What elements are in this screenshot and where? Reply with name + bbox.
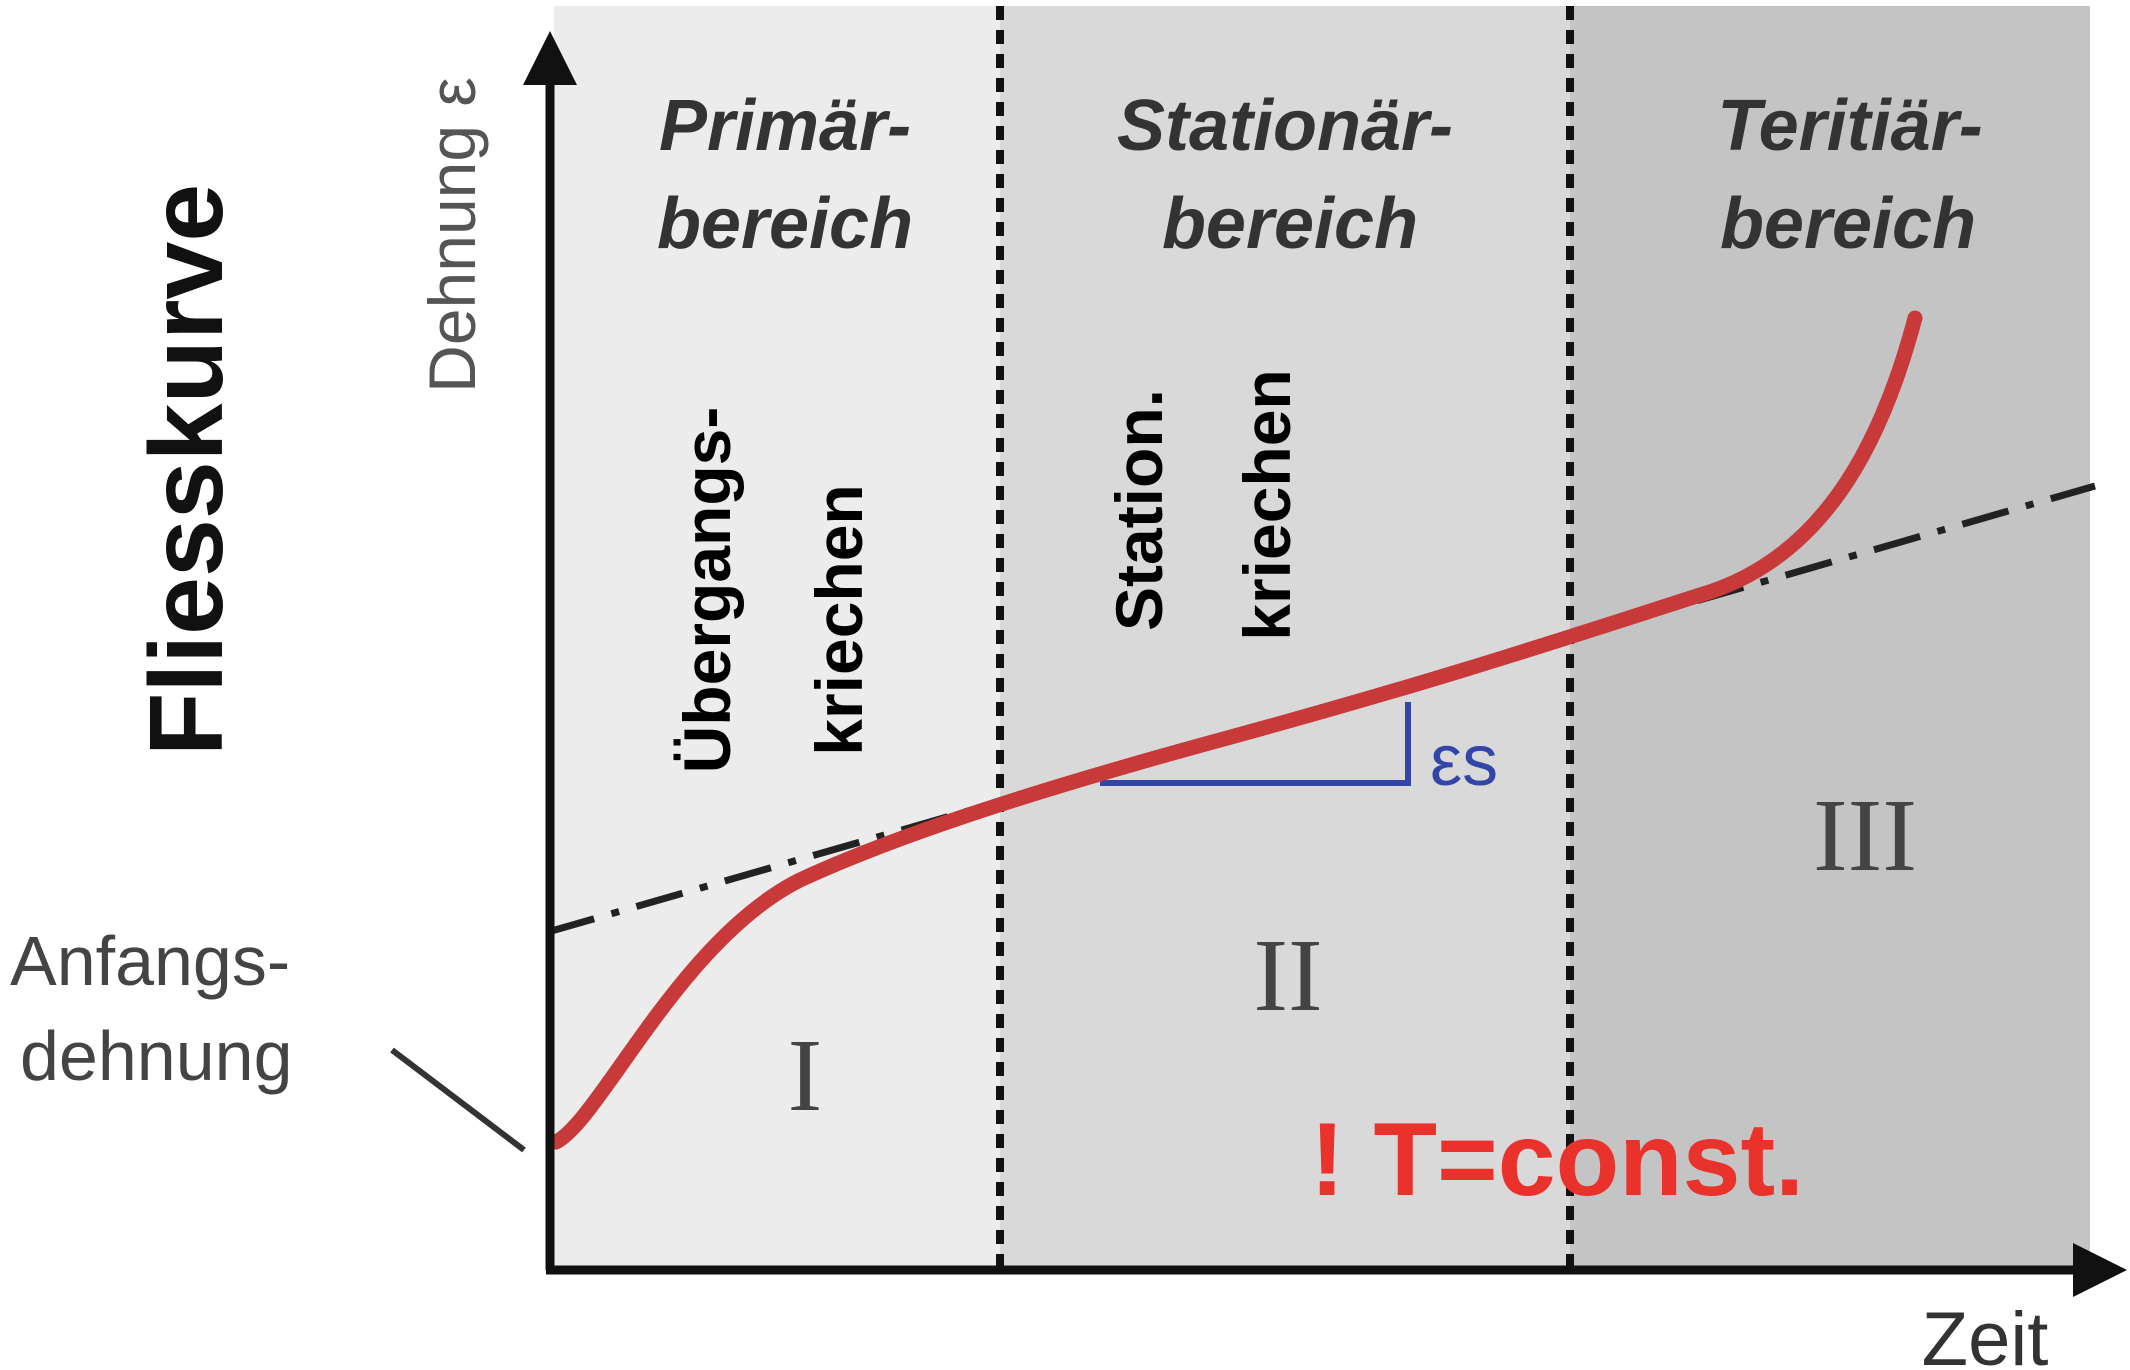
y-axis-label: Dehnung ε (415, 77, 489, 393)
constant-temperature-note: ! T=const. (1310, 1102, 1804, 1218)
region-i-numeral: I (788, 1018, 823, 1133)
initial-strain-label-line1: Anfangs- (10, 922, 290, 1000)
initial-strain-label-line2: dehnung (20, 1017, 293, 1095)
region-iii-title-line2: bereich (1720, 184, 1976, 264)
x-axis-label: Zeit (1922, 1297, 2049, 1370)
region-ii-title-line1: Stationär- (1117, 86, 1453, 166)
region-ii-numeral: II (1253, 918, 1322, 1033)
initial-strain-pointer (390, 1047, 526, 1153)
region-iii-background (1570, 6, 2090, 1270)
region-iii-title-line1: Teritiär- (1717, 86, 1982, 166)
region-ii-note-line1: Station. (1102, 389, 1176, 631)
creep-curve (548, 310, 1923, 1150)
region-iii-numeral: III (1813, 778, 1917, 893)
slope-label: εs (1430, 721, 1498, 801)
region-i-note-line2: kriechen (802, 484, 876, 755)
region-i-title-line2: bereich (657, 184, 913, 264)
region-ii-background (1000, 6, 1570, 1270)
region-ii-note-line2: kriechen (1230, 369, 1304, 640)
region-ii-title-line2: bereich (1162, 184, 1418, 264)
region-i-note-line1: Übergangs- (670, 407, 744, 774)
slope-triangle (1100, 702, 1411, 786)
diagram-title: Fliesskurve (129, 184, 245, 756)
region-i-title-line1: Primär- (659, 86, 911, 166)
